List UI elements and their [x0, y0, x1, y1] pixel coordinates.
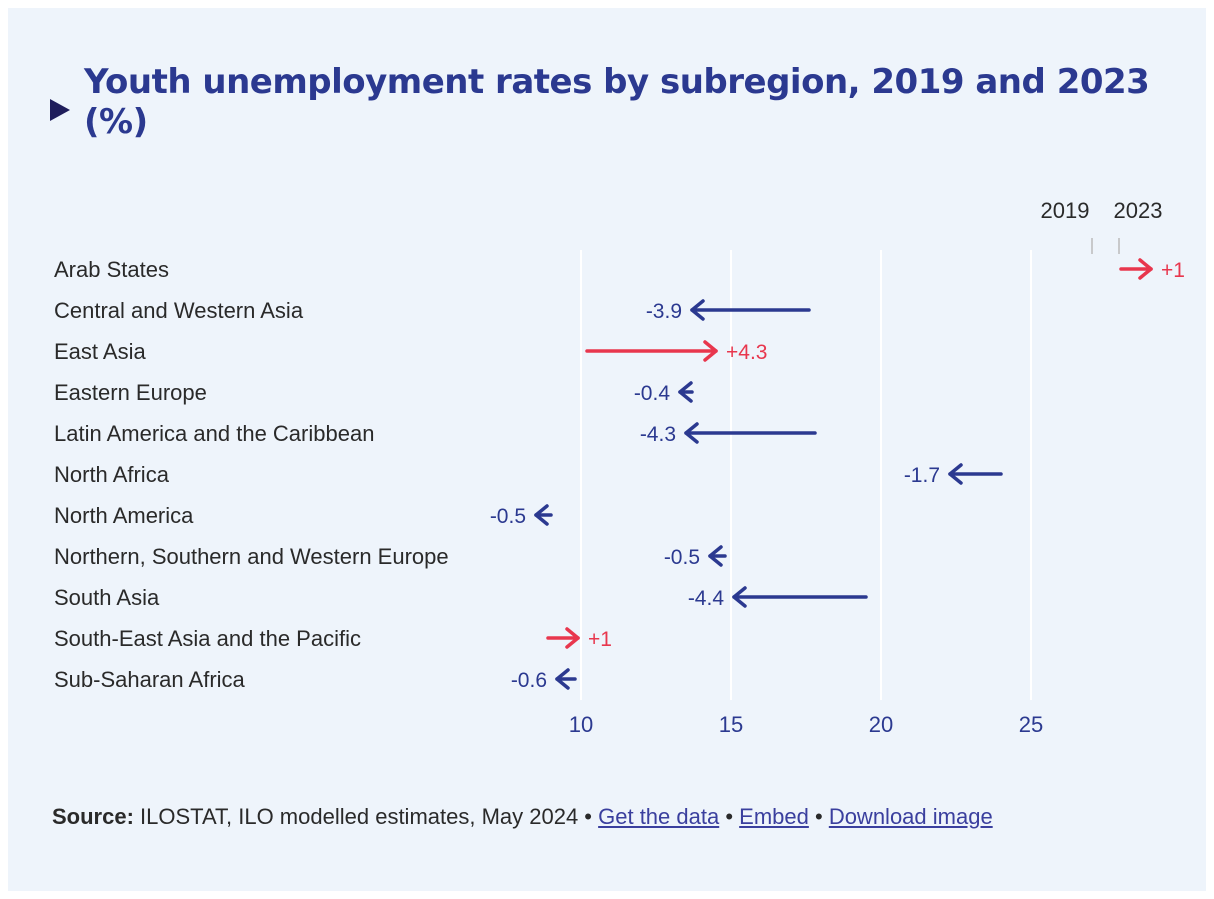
- source-line: Source: ILOSTAT, ILO modelled estimates,…: [52, 804, 993, 830]
- source-text: ILOSTAT, ILO modelled estimates, May 202…: [134, 804, 578, 829]
- change-label: -0.5: [490, 505, 526, 528]
- category-label: East Asia: [54, 339, 146, 364]
- category-label: Eastern Europe: [54, 380, 207, 405]
- category-label: Central and Western Asia: [54, 298, 304, 323]
- category-label: South Asia: [54, 585, 160, 610]
- change-label: -0.4: [634, 382, 671, 405]
- category-label: South-East Asia and the Pacific: [54, 626, 361, 651]
- separator: •: [809, 804, 829, 829]
- change-label: -0.5: [664, 546, 700, 569]
- x-tick-label: 25: [1019, 712, 1043, 737]
- change-label: -1.7: [904, 464, 940, 487]
- change-label: -3.9: [646, 300, 682, 323]
- separator: •: [719, 804, 739, 829]
- separator: •: [578, 804, 598, 829]
- arrow-chart: 10 15 20 25 2019 2023 Arab States +1 Central and…: [0, 0, 1214, 790]
- legend-label-2023: 2023: [1114, 198, 1163, 223]
- category-label: Arab States: [54, 257, 169, 282]
- category-label: Northern, Southern and Western Europe: [54, 544, 449, 569]
- source-label: Source:: [52, 804, 134, 829]
- change-label: +1: [588, 628, 612, 651]
- x-tick-label: 15: [719, 712, 743, 737]
- change-label: +4.3: [726, 341, 767, 364]
- change-label: -0.6: [511, 669, 547, 692]
- x-tick-label: 10: [569, 712, 593, 737]
- category-label: Latin America and the Caribbean: [54, 421, 374, 446]
- change-label: +1: [1161, 259, 1185, 282]
- embed-link[interactable]: Embed: [739, 804, 809, 829]
- download-image-link[interactable]: Download image: [829, 804, 993, 829]
- x-tick-label: 20: [869, 712, 893, 737]
- category-label: North Africa: [54, 462, 170, 487]
- category-label: Sub-Saharan Africa: [54, 667, 246, 692]
- get-data-link[interactable]: Get the data: [598, 804, 719, 829]
- legend-label-2019: 2019: [1041, 198, 1090, 223]
- category-label: North America: [54, 503, 194, 528]
- change-label: -4.3: [640, 423, 676, 446]
- change-label: -4.4: [688, 587, 725, 610]
